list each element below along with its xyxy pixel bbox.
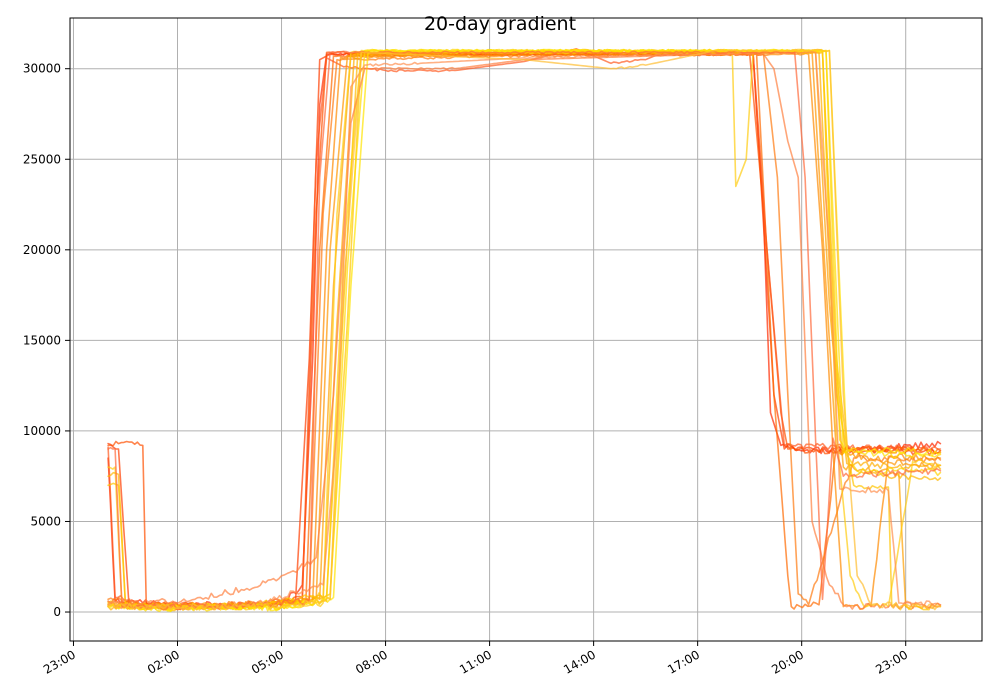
x-tick-label: 23:00 bbox=[41, 647, 78, 676]
series-line-10 bbox=[107, 50, 942, 612]
series-line-18 bbox=[107, 50, 942, 611]
chart-title: 20-day gradient bbox=[424, 13, 576, 35]
series-line-11 bbox=[107, 50, 942, 611]
series-line-20 bbox=[107, 48, 942, 611]
y-tick-label: 20000 bbox=[23, 243, 61, 257]
x-tick-label: 14:00 bbox=[561, 647, 598, 676]
y-tick-label: 30000 bbox=[23, 62, 61, 76]
x-tick-label: 02:00 bbox=[145, 647, 182, 676]
series-line-15 bbox=[107, 48, 942, 613]
series-line-19 bbox=[107, 50, 942, 611]
x-tick-label: 05:00 bbox=[249, 647, 286, 676]
y-tick-label: 5000 bbox=[30, 514, 61, 528]
series-line-5 bbox=[107, 48, 942, 609]
series-line-1 bbox=[107, 52, 942, 609]
series-line-9 bbox=[107, 50, 942, 611]
x-tick-label: 11:00 bbox=[457, 647, 494, 676]
series-line-14 bbox=[107, 48, 942, 612]
y-axis: 0 5000 10000 15000 20000 25000 30000 bbox=[23, 62, 70, 619]
series-line-12 bbox=[107, 48, 942, 611]
x-tick-label: 17:00 bbox=[665, 647, 702, 676]
y-tick-label: 0 bbox=[53, 605, 61, 619]
x-tick-label: 23:00 bbox=[873, 647, 910, 676]
series-layer bbox=[107, 48, 942, 613]
plot-frame bbox=[69, 17, 983, 642]
series-line-6 bbox=[107, 52, 942, 609]
x-tick-label: 20:00 bbox=[769, 647, 806, 676]
y-tick-label: 25000 bbox=[23, 152, 61, 166]
x-tick-label: 08:00 bbox=[353, 647, 390, 676]
y-tick-label: 15000 bbox=[23, 333, 61, 347]
y-tick-label: 10000 bbox=[23, 424, 61, 438]
series-line-13 bbox=[107, 48, 942, 612]
series-line-16 bbox=[107, 48, 942, 612]
series-line-2 bbox=[107, 52, 942, 611]
series-line-7 bbox=[107, 52, 942, 611]
grid bbox=[70, 18, 982, 641]
series-line-17 bbox=[107, 52, 942, 610]
series-line-4 bbox=[107, 52, 942, 610]
series-line-3 bbox=[107, 50, 942, 611]
series-line-8 bbox=[107, 50, 942, 610]
x-axis: 23:00 02:00 05:00 08:00 11:00 14:00 17:00 20:00… bbox=[41, 641, 910, 677]
